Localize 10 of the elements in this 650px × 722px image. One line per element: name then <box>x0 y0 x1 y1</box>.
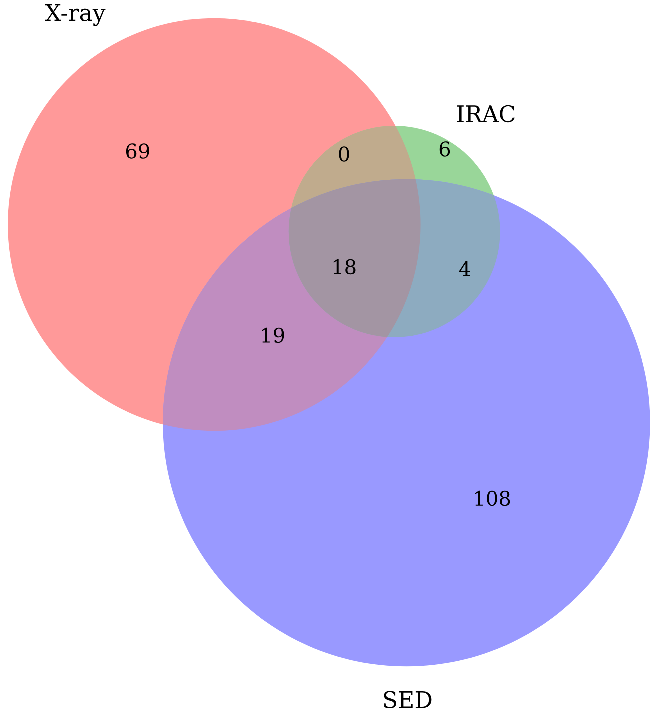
data-label: 108 <box>475 490 510 506</box>
text: X-ray <box>45 4 106 26</box>
text: SED <box>384 691 432 708</box>
data-label: 18 <box>334 259 356 275</box>
data-label: 4 <box>459 262 470 276</box>
data-label: 19 <box>262 328 284 344</box>
text: IRAC <box>457 105 515 123</box>
data-label: 0 <box>339 146 350 162</box>
data-label: 6 <box>440 142 450 157</box>
data-label: 69 <box>126 144 150 159</box>
